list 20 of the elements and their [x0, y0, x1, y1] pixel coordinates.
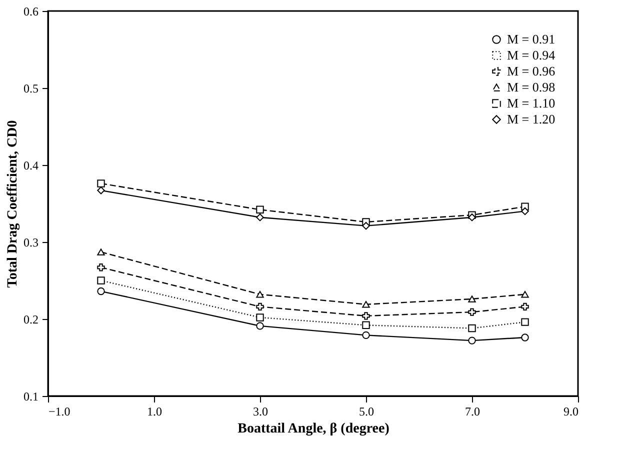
- x-tick-label: 3.0: [253, 404, 268, 418]
- y-tick-label: 0.6: [24, 4, 38, 18]
- legend-label: M = 0.91: [507, 32, 556, 46]
- y-axis-title: Total Drag Coefficient, CD0: [6, 120, 20, 288]
- x-axis-title: Boattail Angle, β (degree): [238, 422, 390, 436]
- x-tick-label: 9.0: [564, 404, 578, 418]
- x-tick-label: 7.0: [465, 404, 480, 418]
- x-tick-label: 1.0: [147, 404, 162, 418]
- y-tick-label: 0.2: [24, 312, 38, 326]
- legend-label: M = 0.94: [507, 48, 556, 62]
- y-tick-label: 0.1: [24, 390, 38, 404]
- legend-label: M = 0.96: [507, 64, 556, 78]
- legend-label: M = 1.20: [507, 112, 556, 126]
- x-tick-label: 5.0: [359, 404, 374, 418]
- x-tick-label: −1.0: [48, 404, 70, 418]
- y-tick-label: 0.3: [24, 236, 38, 250]
- y-tick-label: 0.5: [24, 82, 38, 96]
- legend-label: M = 0.98: [507, 80, 556, 94]
- y-tick-label: 0.4: [24, 158, 38, 172]
- legend-label: M = 1.10: [507, 96, 556, 110]
